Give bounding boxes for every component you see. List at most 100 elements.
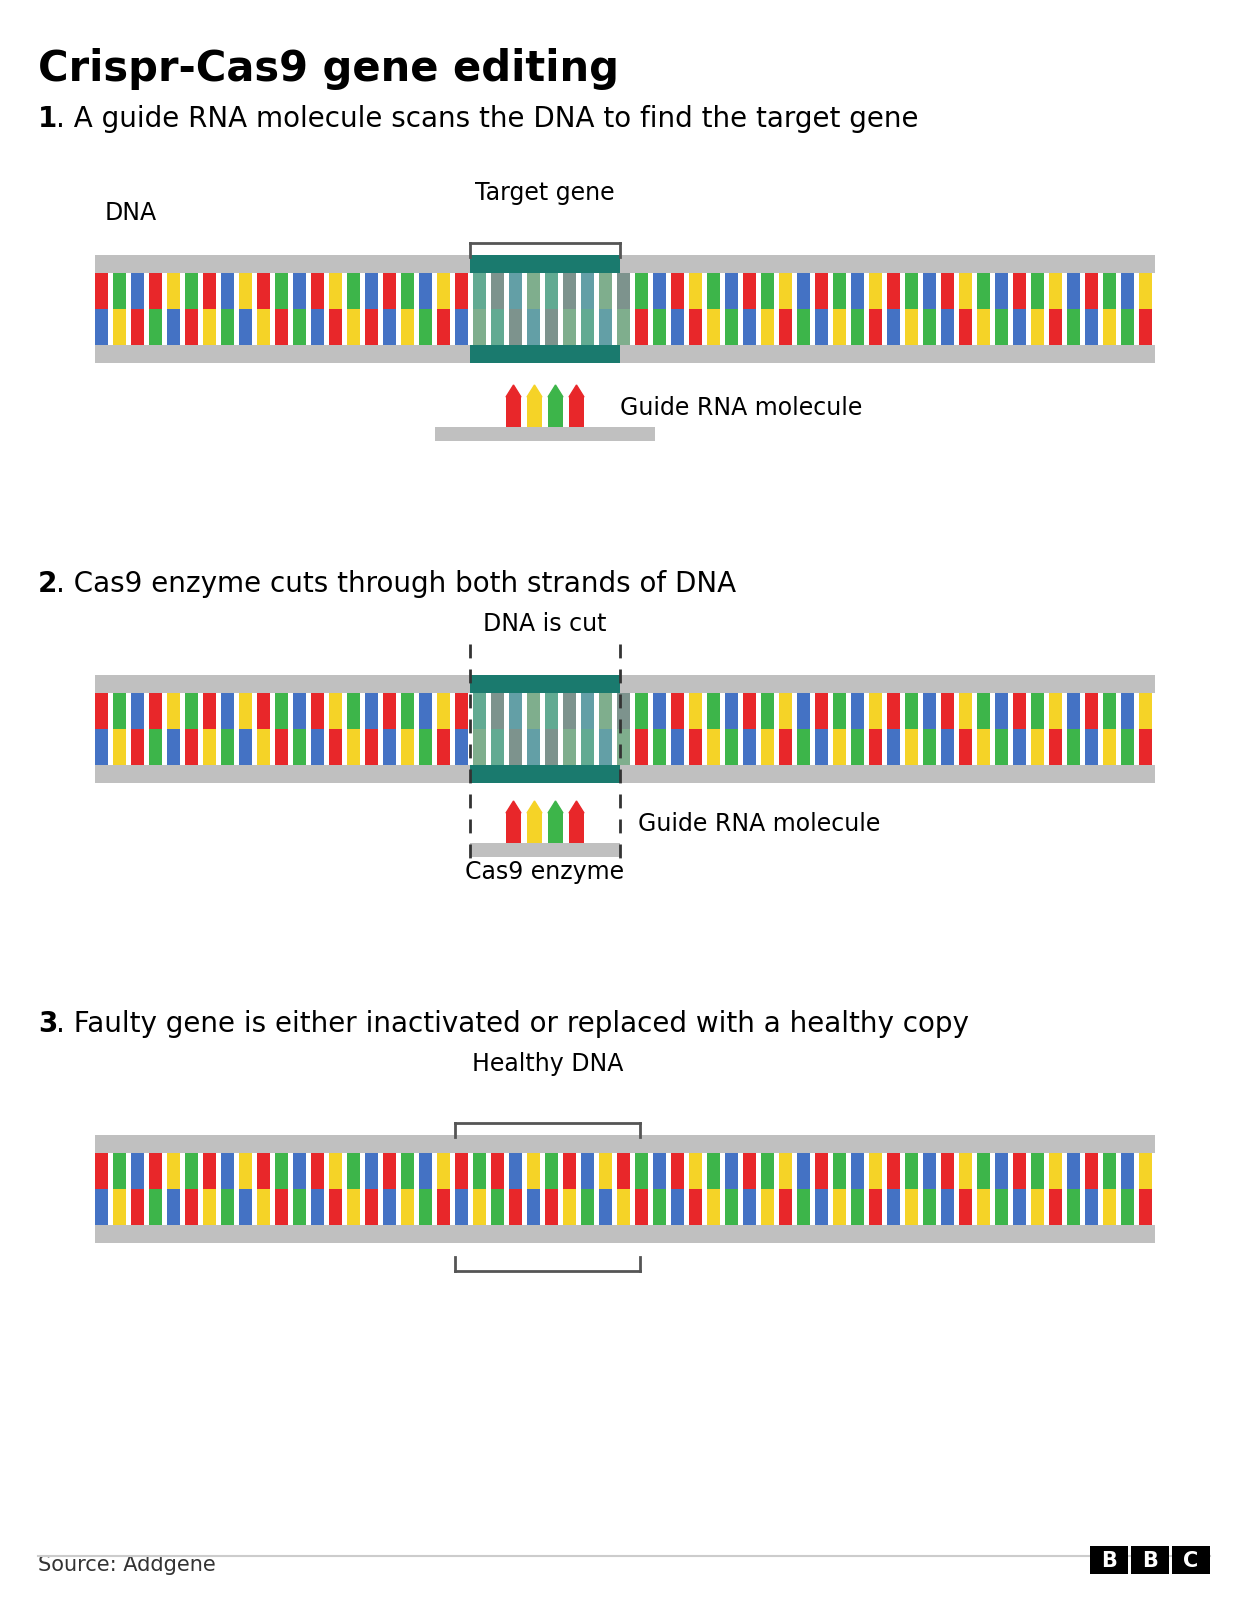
Bar: [941, 694, 953, 730]
Bar: [257, 730, 270, 765]
Bar: [924, 730, 936, 765]
Bar: [779, 273, 792, 310]
Bar: [761, 730, 774, 765]
Bar: [797, 730, 810, 765]
Bar: [832, 310, 846, 346]
Bar: [185, 1154, 198, 1189]
Text: Source: Addgene: Source: Addgene: [37, 1554, 216, 1573]
Bar: [815, 1189, 827, 1225]
Bar: [689, 273, 701, 310]
Bar: [203, 273, 216, 310]
Bar: [671, 273, 684, 310]
Bar: [509, 273, 522, 310]
Bar: [364, 1154, 378, 1189]
Bar: [671, 1154, 684, 1189]
Bar: [797, 1154, 810, 1189]
Polygon shape: [548, 386, 563, 399]
Bar: [563, 1154, 577, 1189]
Bar: [977, 273, 990, 310]
Bar: [131, 730, 144, 765]
Bar: [743, 730, 756, 765]
Bar: [653, 310, 666, 346]
Bar: [779, 1154, 792, 1189]
Bar: [599, 310, 612, 346]
Bar: [545, 730, 558, 765]
Bar: [653, 730, 666, 765]
Bar: [383, 1189, 396, 1225]
Bar: [114, 730, 126, 765]
Text: 3: 3: [37, 1009, 57, 1038]
Bar: [995, 730, 1008, 765]
Bar: [437, 1189, 451, 1225]
Bar: [364, 730, 378, 765]
Bar: [275, 310, 288, 346]
Bar: [490, 730, 504, 765]
Bar: [1085, 273, 1098, 310]
Bar: [1085, 694, 1098, 730]
Bar: [1131, 1546, 1169, 1573]
Bar: [95, 256, 1154, 273]
Bar: [832, 694, 846, 730]
Bar: [293, 730, 306, 765]
Text: DNA: DNA: [105, 201, 157, 225]
Bar: [887, 1154, 900, 1189]
Bar: [240, 1154, 252, 1189]
Bar: [1121, 694, 1134, 730]
Bar: [671, 1189, 684, 1225]
Bar: [473, 273, 485, 310]
Bar: [869, 273, 882, 310]
Bar: [527, 730, 540, 765]
Bar: [1139, 1154, 1152, 1189]
Text: Cas9 enzyme: Cas9 enzyme: [466, 860, 624, 884]
Bar: [149, 1189, 162, 1225]
Bar: [671, 694, 684, 730]
Bar: [995, 694, 1008, 730]
Bar: [941, 273, 953, 310]
Bar: [456, 730, 468, 765]
Bar: [1050, 1189, 1062, 1225]
Bar: [383, 310, 396, 346]
Bar: [635, 273, 648, 310]
Bar: [797, 273, 810, 310]
Bar: [329, 730, 342, 765]
Bar: [1085, 1189, 1098, 1225]
Bar: [1013, 1189, 1026, 1225]
Bar: [257, 694, 270, 730]
Bar: [563, 273, 577, 310]
Bar: [1050, 730, 1062, 765]
Bar: [490, 310, 504, 346]
Bar: [545, 1189, 558, 1225]
Bar: [1103, 1154, 1116, 1189]
Bar: [653, 1154, 666, 1189]
Bar: [851, 310, 864, 346]
Bar: [473, 694, 485, 730]
Bar: [941, 310, 953, 346]
Bar: [114, 1154, 126, 1189]
Bar: [95, 1154, 109, 1189]
Bar: [311, 1154, 324, 1189]
Bar: [563, 694, 577, 730]
Bar: [203, 694, 216, 730]
Bar: [509, 1154, 522, 1189]
Bar: [1121, 1189, 1134, 1225]
Bar: [887, 1189, 900, 1225]
Bar: [761, 1189, 774, 1225]
Bar: [635, 730, 648, 765]
Bar: [311, 1189, 324, 1225]
Polygon shape: [569, 386, 584, 399]
Bar: [797, 1189, 810, 1225]
Bar: [509, 310, 522, 346]
Text: B: B: [1101, 1551, 1117, 1570]
Bar: [582, 694, 594, 730]
Bar: [797, 310, 810, 346]
Bar: [851, 1154, 864, 1189]
Bar: [95, 1135, 1154, 1154]
Bar: [347, 730, 359, 765]
Bar: [1172, 1546, 1211, 1573]
Bar: [617, 694, 630, 765]
Bar: [779, 310, 792, 346]
Bar: [635, 310, 648, 346]
Bar: [1067, 694, 1080, 730]
Bar: [869, 1154, 882, 1189]
Bar: [95, 765, 1154, 784]
